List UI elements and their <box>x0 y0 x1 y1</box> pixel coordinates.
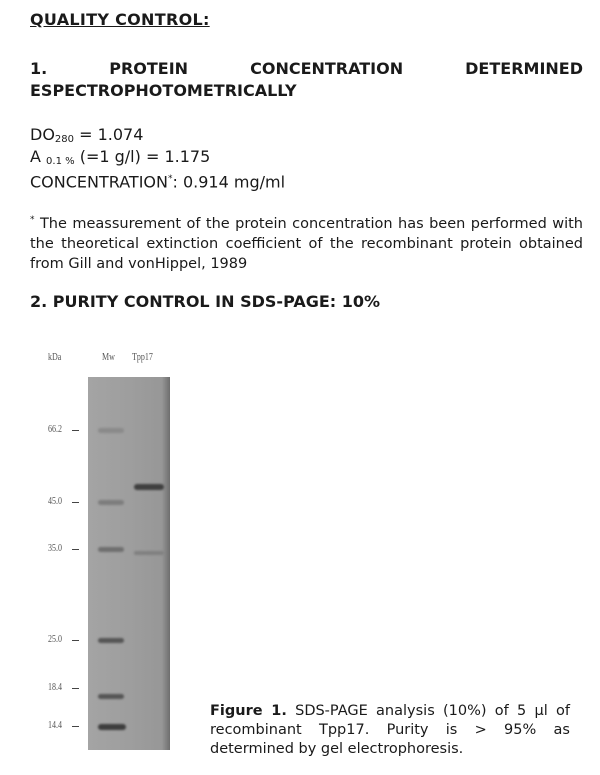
lane-label-mw: Mw <box>102 352 115 363</box>
unit-label: kDa <box>48 352 62 363</box>
section-2-heading: 2. PURITY CONTROL IN SDS-PAGE: 10% <box>30 292 381 311</box>
tpp17-minor-band <box>134 551 164 555</box>
marker-band <box>98 694 124 699</box>
marker-band <box>98 428 124 433</box>
gel-image <box>88 377 170 750</box>
sds-page-gel-figure: kDa Mw Tpp17 66.2 45.0 35.0 25.0 18.4 14… <box>0 0 200 775</box>
section-number: 1. <box>30 59 48 78</box>
marker-label: 18.4 <box>48 682 62 693</box>
marker-label: 35.0 <box>48 543 62 554</box>
absorbance-coefficient: A 0.1 % (=1 g/l) = 1.175 <box>30 147 211 167</box>
footnote: * The meassurement of the protein concen… <box>30 215 583 272</box>
do-measurement: DO280 = 1.074 <box>30 125 144 145</box>
heading-word: DETERMINED <box>465 59 583 78</box>
marker-band <box>98 500 124 505</box>
tpp17-main-band <box>134 484 164 490</box>
heading-word: PROTEIN <box>109 59 189 78</box>
heading-word: CONCENTRATION <box>250 59 404 78</box>
marker-band <box>98 724 126 730</box>
lane-label-tpp17: Tpp17 <box>132 352 153 363</box>
heading-line-2: ESPECTROPHOTOMETRICALLY <box>30 81 297 100</box>
concentration: CONCENTRATION*: 0.914 mg/ml <box>30 172 286 192</box>
marker-label: 25.0 <box>48 634 62 645</box>
page-title: QUALITY CONTROL: <box>30 10 210 29</box>
marker-label: 66.2 <box>48 424 62 435</box>
marker-label: 14.4 <box>48 720 62 731</box>
marker-band <box>98 638 124 643</box>
marker-band <box>98 547 124 552</box>
marker-label: 45.0 <box>48 496 62 507</box>
section-1-heading: 1. PROTEIN CONCENTRATION DETERMINED ESPE… <box>30 58 583 102</box>
figure-caption: Figure 1. SDS-PAGE analysis (10%) of 5 µ… <box>210 703 570 757</box>
